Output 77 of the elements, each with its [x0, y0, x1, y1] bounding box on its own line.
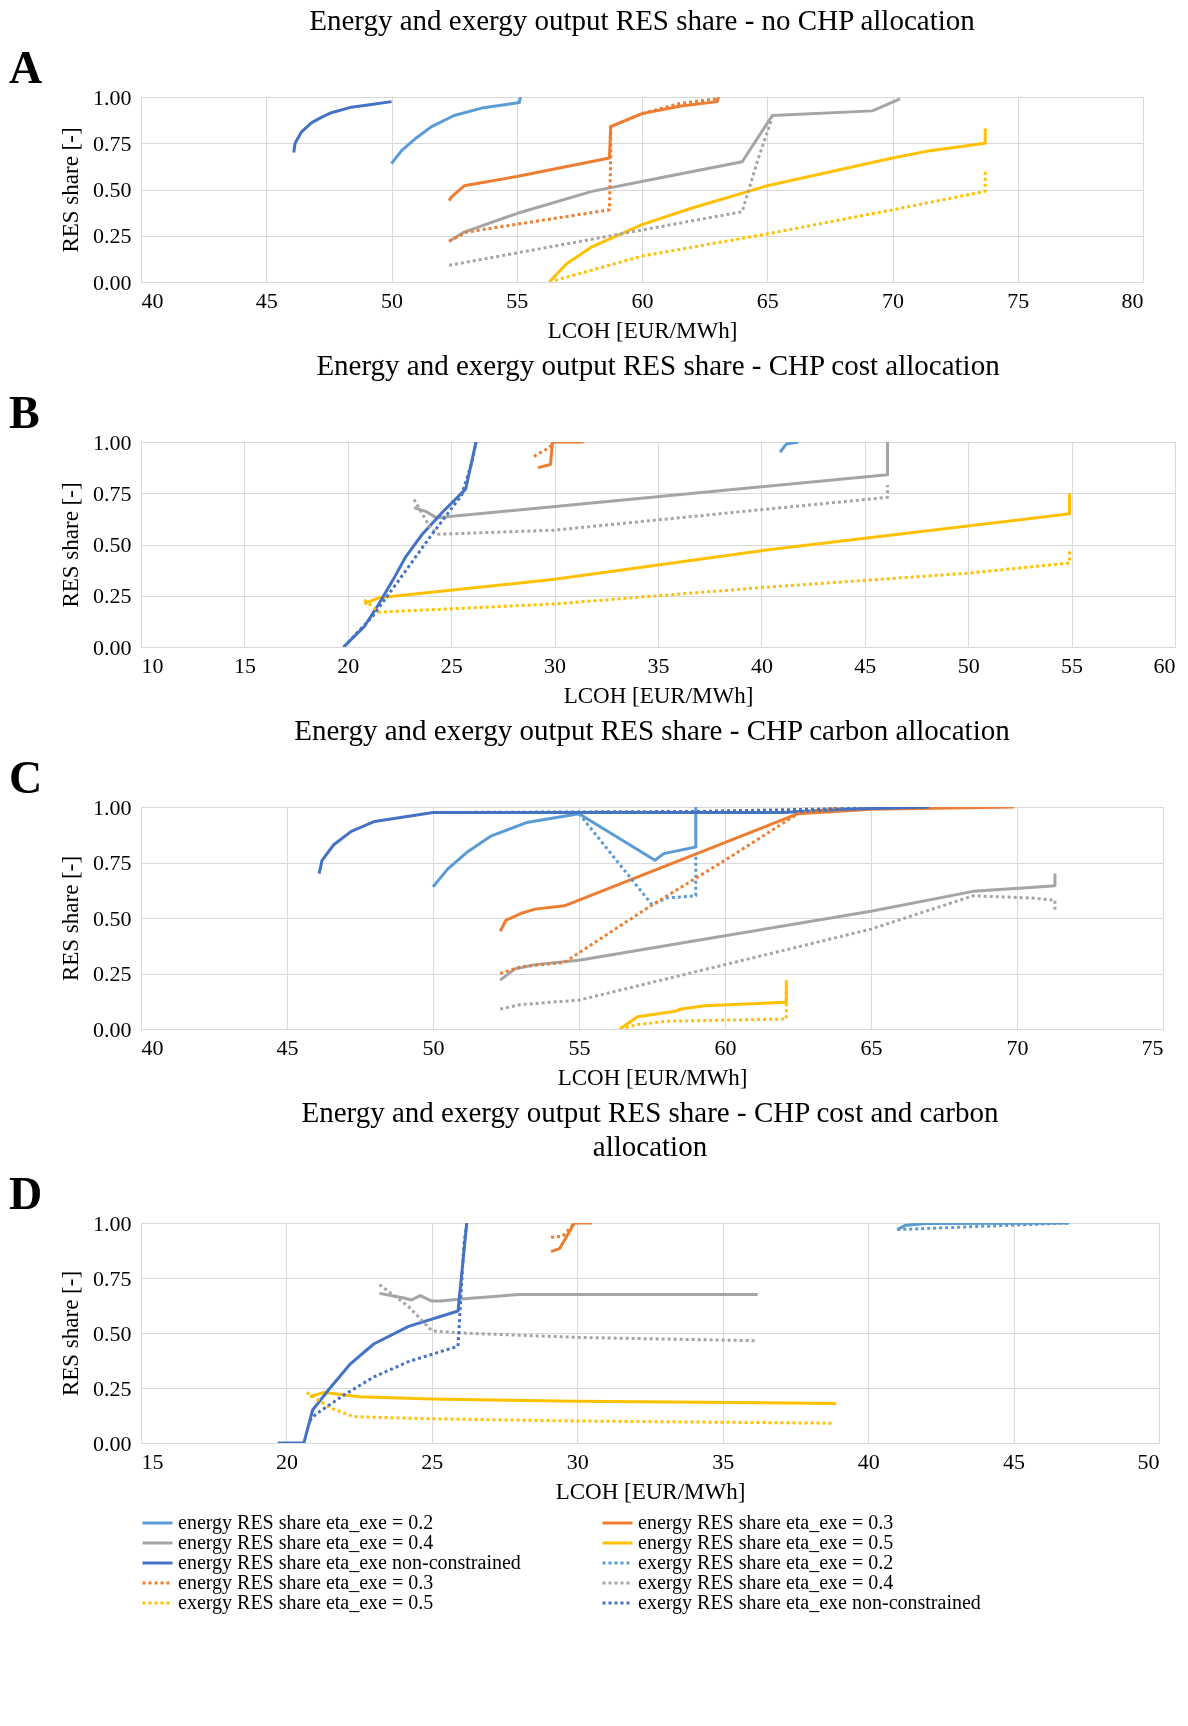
- chart-title: Energy and exergy output RES share - CHP cost allocation: [316, 349, 1001, 381]
- x-tick-label: 60: [631, 287, 654, 313]
- chart-title: Energy and exergy output RES share - no CHP allocation: [309, 4, 976, 36]
- x-tick-label: 20: [275, 1448, 298, 1474]
- x-tick-label: 50: [1137, 1448, 1160, 1474]
- x-tick-label: 70: [1006, 1034, 1029, 1060]
- y-tick-label: 0.25: [93, 583, 132, 609]
- y-axis-title: RES share [-]: [58, 1270, 83, 1397]
- text: A: [9, 42, 43, 93]
- x-axis-title: LCOH [EUR/MWh]: [547, 317, 738, 343]
- y-tick-label: 0.50: [93, 1320, 132, 1346]
- y-tick-label: 0.25: [93, 1375, 132, 1401]
- y-tick-label: 0.00: [93, 1016, 132, 1042]
- y-tick-label: 0.00: [93, 269, 132, 295]
- x-tick-label: 45: [1003, 1448, 1026, 1474]
- x-tick-label: 45: [854, 652, 877, 678]
- x-tick-label: 25: [440, 652, 463, 678]
- x-tick-label: 40: [857, 1448, 880, 1474]
- legend-label: energy RES share eta_exe = 0.2: [178, 1511, 434, 1534]
- x-tick-label: 50: [422, 1034, 445, 1060]
- x-tick-label: 50: [957, 652, 980, 678]
- text: B: [9, 387, 40, 438]
- x-tick-label: 40: [141, 287, 164, 313]
- y-tick-label: 0.50: [93, 532, 132, 557]
- y-tick-label: 0.50: [93, 177, 132, 202]
- x-axis-title: LCOH [EUR/MWh]: [555, 1478, 746, 1504]
- chart-title: Energy and exergy output RES share - CHP cost and carbon allocation: [301, 1096, 999, 1162]
- x-tick-label: 55: [506, 287, 529, 313]
- x-tick-label: 55: [1061, 652, 1084, 678]
- x-tick-label: 35: [712, 1448, 735, 1474]
- x-tick-label: 75: [1007, 287, 1030, 313]
- y-tick-label: 1.00: [93, 84, 132, 110]
- chart-title: Energy and exergy output RES share - CHP carbon allocation: [294, 714, 1011, 746]
- y-axis-title: RES share [-]: [58, 482, 83, 608]
- x-tick-label: 60: [1153, 652, 1176, 678]
- y-tick-label: 0.25: [93, 223, 132, 249]
- x-axis-title: LCOH [EUR/MWh]: [557, 1064, 748, 1090]
- y-tick-label: 0.75: [93, 130, 132, 156]
- x-tick-label: 20: [337, 652, 360, 678]
- x-tick-label: 70: [882, 287, 904, 313]
- y-tick-label: 0.75: [93, 1265, 132, 1291]
- y-tick-label: 0.00: [93, 1430, 132, 1456]
- y-tick-label: 0.75: [93, 850, 132, 875]
- legend-label: energy RES share eta_exe = 0.3: [638, 1511, 894, 1534]
- x-tick-label: 15: [233, 652, 256, 678]
- x-tick-label: 75: [1141, 1034, 1164, 1060]
- x-tick-label: 15: [141, 1448, 164, 1474]
- line-series: [292, 100, 393, 154]
- x-tick-label: 45: [255, 287, 278, 313]
- x-tick-label: 80: [1121, 287, 1144, 313]
- x-tick-label: 25: [421, 1448, 444, 1474]
- y-axis-title: RES share [-]: [58, 127, 83, 253]
- x-tick-label: 50: [381, 287, 403, 313]
- text: C: [9, 752, 43, 803]
- x-tick-label: 65: [860, 1034, 883, 1060]
- y-tick-label: 0.25: [93, 961, 132, 986]
- x-tick-label: 45: [276, 1034, 299, 1060]
- x-tick-label: 40: [141, 1034, 164, 1060]
- y-axis-title: RES share [-]: [58, 855, 83, 982]
- x-tick-label: 65: [756, 287, 779, 313]
- y-tick-label: 1.00: [93, 1210, 132, 1236]
- x-tick-label: 30: [566, 1448, 589, 1474]
- y-tick-label: 1.00: [93, 429, 132, 455]
- line-series: [378, 1283, 757, 1343]
- x-tick-label: 35: [647, 652, 670, 678]
- x-axis-title: LCOH [EUR/MWh]: [563, 682, 754, 708]
- y-tick-label: 0.00: [93, 634, 132, 660]
- y-tick-label: 1.00: [93, 794, 132, 820]
- x-tick-label: 10: [141, 652, 164, 678]
- y-tick-label: 0.75: [93, 480, 132, 506]
- y-tick-label: 0.50: [93, 905, 132, 931]
- x-tick-label: 40: [750, 652, 773, 678]
- x-tick-label: 55: [568, 1034, 591, 1060]
- text: D: [9, 1168, 43, 1219]
- x-tick-label: 60: [714, 1034, 737, 1060]
- x-tick-label: 30: [544, 652, 567, 678]
- line-series: [390, 97, 523, 166]
